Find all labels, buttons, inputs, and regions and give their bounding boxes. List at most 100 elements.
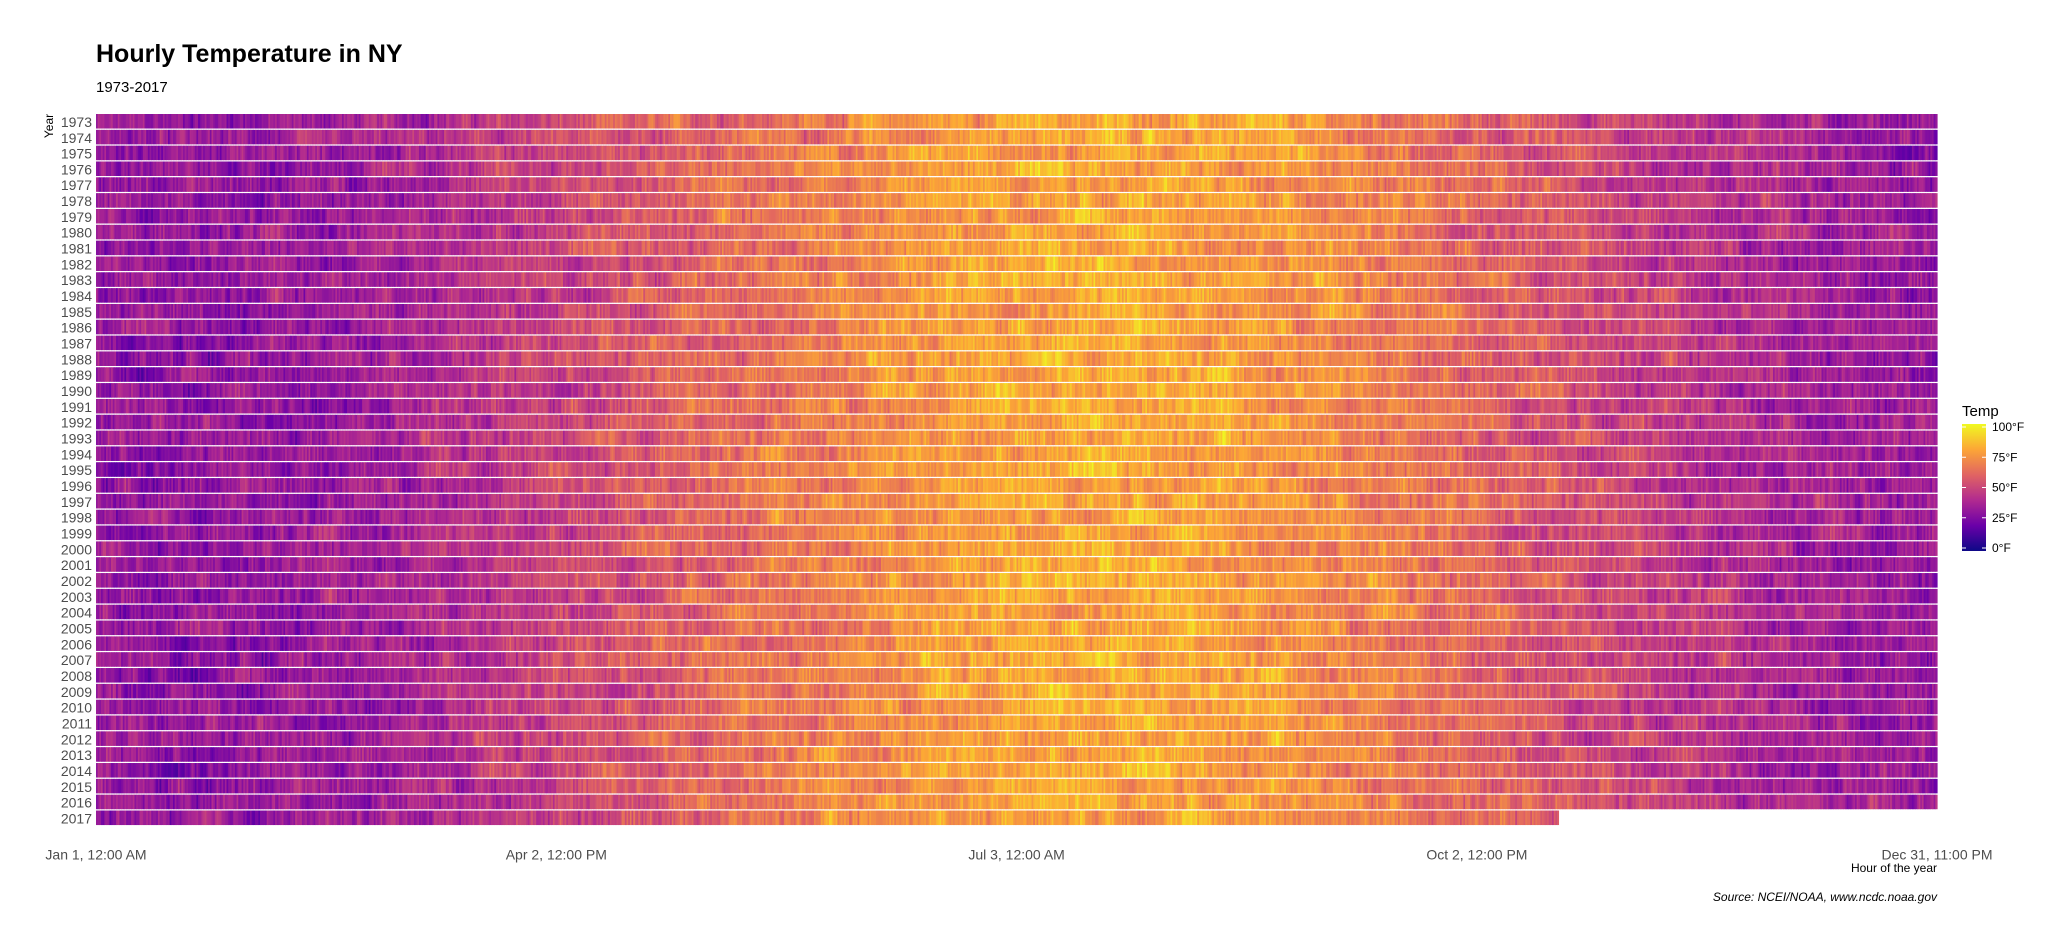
heatmap-cell — [827, 129, 830, 145]
heatmap-cell — [979, 129, 982, 145]
heatmap-cell — [578, 114, 581, 129]
heatmap-cell — [715, 129, 718, 145]
heatmap-cell — [631, 114, 634, 129]
heatmap-cell — [1690, 114, 1694, 129]
heatmap-cell — [271, 129, 274, 145]
heatmap-cell — [326, 129, 330, 145]
heatmap-cell — [1762, 114, 1766, 129]
heatmap-cell — [382, 129, 385, 145]
heatmap-cell — [588, 114, 591, 129]
heatmap-cell — [402, 114, 405, 129]
heatmap-row-1977 — [96, 177, 1938, 192]
heatmap-cell — [907, 129, 910, 145]
heatmap-cell — [1126, 114, 1130, 129]
heatmap-cell — [496, 129, 499, 145]
heatmap-cell — [111, 114, 114, 129]
heatmap-cell — [986, 129, 989, 145]
heatmap-cell — [1282, 114, 1285, 129]
heatmap-cell — [320, 129, 323, 145]
heatmap-cell — [537, 114, 541, 129]
heatmap-cell — [583, 114, 586, 129]
heatmap-cell — [899, 114, 902, 129]
heatmap-cell — [875, 114, 879, 129]
heatmap-cell — [594, 129, 598, 145]
heatmap-cell — [514, 114, 517, 129]
heatmap-cell — [1513, 114, 1516, 129]
heatmap-cell — [1078, 129, 1081, 145]
heatmap-cell — [1818, 114, 1821, 129]
heatmap-cell — [1317, 114, 1321, 129]
heatmap-cell — [1043, 129, 1046, 145]
heatmap-cell — [1742, 114, 1746, 129]
heatmap-cell — [420, 114, 423, 129]
heatmap-cell — [1475, 114, 1478, 129]
heatmap-cell — [1793, 114, 1796, 129]
heatmap-cell — [1009, 129, 1013, 145]
heatmap-cell — [951, 129, 954, 145]
heatmap-cell — [156, 114, 159, 129]
heatmap-cell — [1729, 114, 1732, 129]
heatmap-cell — [1870, 114, 1873, 129]
heatmap-cell — [291, 114, 295, 129]
heatmap-cell — [800, 129, 803, 145]
heatmap-cell — [1692, 114, 1695, 129]
heatmap-cell — [228, 114, 231, 129]
heatmap-cell — [1490, 114, 1493, 129]
heatmap-cell — [1901, 114, 1905, 129]
heatmap-cell — [469, 129, 472, 145]
heatmap-cell — [887, 114, 890, 129]
heatmap-cell — [154, 129, 157, 145]
heatmap-cell — [1429, 114, 1433, 129]
heatmap-cell — [1088, 129, 1091, 145]
heatmap-cell — [601, 114, 604, 129]
heatmap-cell — [579, 114, 582, 129]
heatmap-cell — [1004, 114, 1008, 129]
heatmap-cell — [268, 114, 271, 129]
heatmap-cell — [1347, 114, 1351, 129]
heatmap-cell — [1933, 114, 1936, 129]
heatmap-cell — [218, 129, 221, 145]
heatmap-cell — [611, 129, 614, 145]
heatmap-cell — [454, 129, 457, 145]
heatmap-cell — [700, 114, 703, 129]
heatmap-cell — [1652, 114, 1655, 129]
heatmap-cell — [768, 129, 772, 145]
heatmap-cell — [889, 129, 892, 145]
heatmap-cell — [601, 129, 604, 145]
heatmap-cell — [193, 114, 196, 129]
heatmap-cell — [350, 114, 353, 129]
heatmap-cell — [942, 114, 946, 129]
heatmap-cell — [742, 114, 745, 129]
heatmap-cell — [183, 129, 186, 145]
heatmap-cell — [758, 114, 762, 129]
heatmap-cell — [698, 114, 701, 129]
heatmap-cell — [224, 129, 228, 145]
heatmap-cell — [265, 129, 268, 145]
heatmap-cell — [849, 114, 852, 129]
heatmap-cell — [730, 114, 733, 129]
heatmap-cell — [1337, 114, 1341, 129]
heatmap-cell — [1065, 129, 1068, 145]
heatmap-cell — [151, 114, 154, 129]
heatmap-cell — [912, 114, 915, 129]
heatmap-cell — [581, 114, 584, 129]
heatmap-cell — [942, 129, 946, 145]
heatmap-cell — [571, 129, 574, 145]
heatmap-cell — [136, 129, 139, 145]
heatmap-cell — [107, 114, 110, 129]
heatmap-cell — [321, 114, 325, 129]
heatmap-cell — [139, 114, 142, 129]
heatmap-cell — [1220, 114, 1223, 129]
heatmap-cell — [1460, 114, 1463, 129]
heatmap-cell — [626, 129, 629, 145]
heatmap-cell — [713, 129, 716, 145]
heatmap-cell — [380, 129, 383, 145]
heatmap-cell — [454, 114, 457, 129]
heatmap-cell — [1838, 114, 1841, 129]
heatmap-cell — [286, 129, 290, 145]
heatmap-cell — [805, 129, 808, 145]
heatmap-cell — [673, 114, 676, 129]
heatmap-cell — [1006, 114, 1009, 129]
heatmap-cell — [444, 114, 447, 129]
heatmap-cell — [644, 129, 648, 145]
